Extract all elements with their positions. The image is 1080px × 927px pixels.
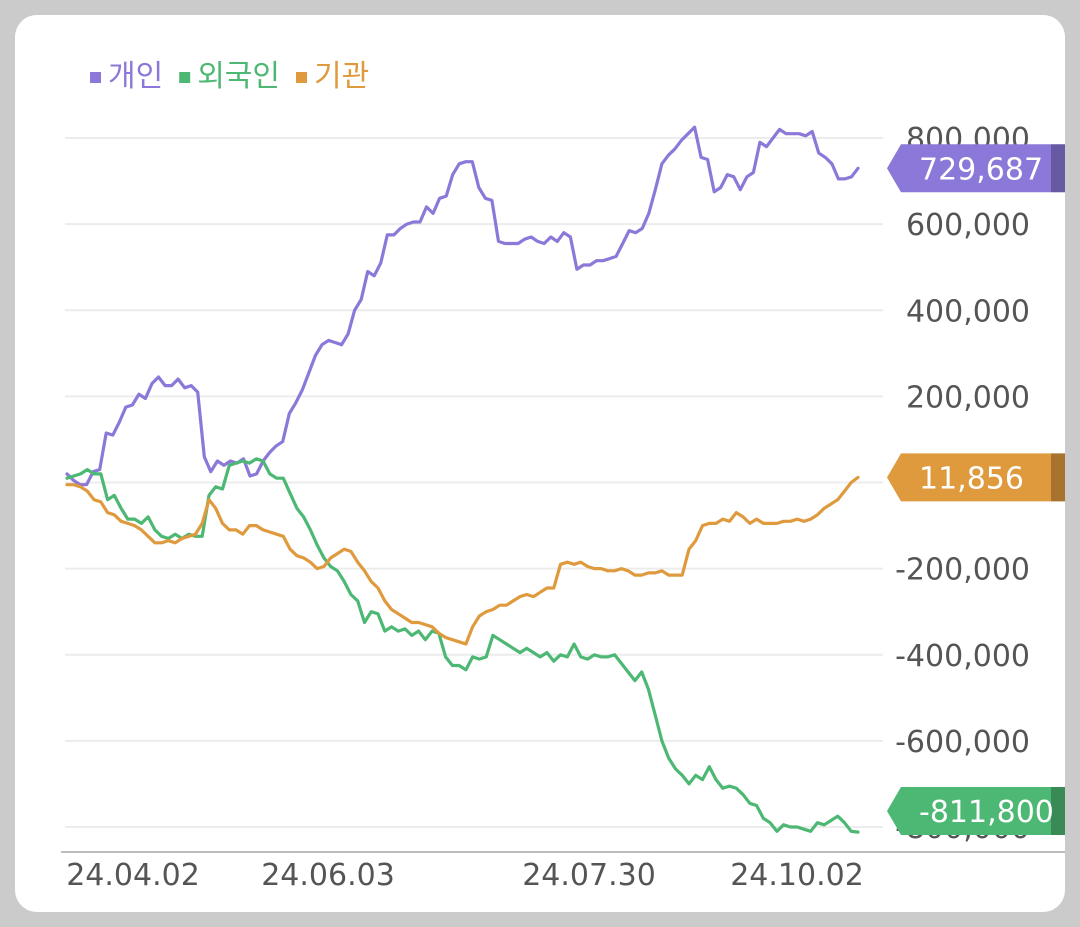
legend-label-3: 기관 [314,59,369,94]
last-value-label: 729,687 [919,152,1043,187]
legend-swatch-2 [179,72,191,83]
x-tick-label: 24.04.02 [66,858,200,893]
x-tick-label: 24.07.30 [522,858,656,893]
x-tick-label: 24.06.03 [261,858,395,893]
badge-edge [1051,144,1065,193]
series-line-3 [65,475,860,646]
legend-swatch-3 [296,72,308,83]
series-line-2 [65,457,860,834]
legend-label-2: 외국인 [197,59,280,94]
series-line-1 [65,125,860,487]
badge-edge [1051,453,1065,502]
y-tick-label: 400,000 [906,294,1030,329]
y-tick-label: -200,000 [895,553,1030,588]
last-value-badge [887,453,1065,502]
last-value-badge [887,787,1065,835]
gridlines [65,137,883,828]
last-value-badges: 729,687 -811,800 11,856 [887,144,1065,835]
x-axis-ticks: 24.04.02 24.06.03 24.07.30 24.10.02 [66,858,864,893]
last-value-label: 11,856 [919,461,1024,496]
legend-label-1: 개인 [108,59,163,94]
y-tick-label: 600,000 [906,208,1030,243]
legend-swatch-1 [90,72,101,83]
y-tick-label: -400,000 [895,639,1030,674]
y-tick-label: 200,000 [906,380,1030,415]
series-lines [65,125,860,834]
last-value-label: -811,800 [919,795,1054,830]
badge-edge [1051,787,1065,835]
legend: 개인 외국인 기관 [90,59,369,94]
chart-card: 800,000 600,000 400,000 200,000 -200,000 -400… [15,15,1065,912]
last-value-badge [887,144,1065,193]
y-tick-label: -600,000 [895,725,1030,760]
x-tick-label: 24.10.02 [730,858,864,893]
line-chart: 800,000600,000400,000200,000-200,000-400… [61,59,1065,893]
